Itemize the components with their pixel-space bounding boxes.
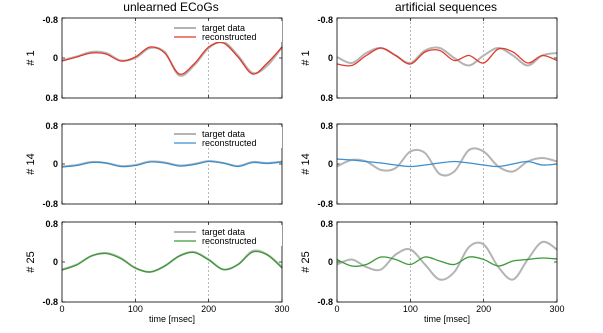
column-title-left: unlearned ECoGs <box>123 0 218 14</box>
x-tick-label: 100 <box>403 304 418 314</box>
y-tick-label: -0.8 <box>42 15 58 25</box>
y-tick-label: 0.8 <box>45 219 58 229</box>
reconstructed-line <box>61 160 283 168</box>
y-tick-label: -0.8 <box>317 297 333 307</box>
column-title-right: artificial sequences <box>395 0 497 14</box>
target-data-line <box>336 240 558 281</box>
legend-label-reconstructed: reconstructed <box>202 32 257 42</box>
legend-label-target: target data <box>202 227 245 237</box>
reconstructed-line <box>336 158 558 168</box>
target-data-line <box>336 46 558 67</box>
row-label: # 1 <box>300 50 312 65</box>
column-title-artificial-sequences: artificial sequences <box>395 0 497 14</box>
y-tick-label: 0 <box>328 159 333 169</box>
y-tick-label: -0.8 <box>317 15 333 25</box>
y-tick-label: 0 <box>53 159 58 169</box>
y-tick-label: -0.8 <box>42 297 58 307</box>
y-tick-label: 0.8 <box>45 121 58 131</box>
reconstructed-line <box>336 47 558 67</box>
x-tick-label: 0 <box>59 304 64 314</box>
plot-frame <box>61 123 283 205</box>
x-tick-label: 300 <box>549 304 564 314</box>
x-tick-label: 100 <box>128 304 143 314</box>
row-label: # 25 <box>300 251 312 272</box>
plot-frame <box>61 221 283 303</box>
x-axis-label: time [msec] <box>149 314 195 324</box>
plot-frame <box>61 17 283 99</box>
x-tick-label: 300 <box>274 304 289 314</box>
legend-label-target: target data <box>202 23 245 33</box>
panel-1-artificial: -0.8 0 0.8 # 1 <box>300 15 558 103</box>
row-label: # 14 <box>25 153 37 174</box>
y-tick-label: 0 <box>328 53 333 63</box>
plot-frame <box>336 123 558 205</box>
plot-frame <box>336 17 558 99</box>
y-tick-label: 0 <box>53 53 58 63</box>
y-tick-label: -0.8 <box>42 199 58 209</box>
legend-label-reconstructed: reconstructed <box>202 236 257 246</box>
y-tick-label: 0 <box>328 257 333 267</box>
row-label: # 1 <box>25 50 37 65</box>
x-tick-label: 0 <box>334 304 339 314</box>
x-tick-label: 200 <box>201 304 216 314</box>
x-tick-label: 200 <box>476 304 491 314</box>
column-title-unlearned-ecogs: unlearned ECoGs <box>123 0 218 14</box>
y-tick-label: 0 <box>53 257 58 267</box>
reconstructed-line <box>61 41 283 75</box>
x-axis-label: time [msec] <box>424 314 470 324</box>
y-tick-label: 0.8 <box>320 219 333 229</box>
legend-box <box>172 225 282 246</box>
panel-2-artificial: 0.8 0 -0.8 # 14 <box>300 121 558 209</box>
legend-label-reconstructed: reconstructed <box>202 138 257 148</box>
legend-box <box>172 21 282 42</box>
row-label: # 14 <box>300 153 312 174</box>
y-tick-label: 0.8 <box>45 93 58 103</box>
reconstructed-line <box>61 250 283 273</box>
legend-box <box>172 127 282 148</box>
target-data-line <box>336 147 558 177</box>
reconstructed-line <box>336 256 558 267</box>
legend-label-target: target data <box>202 129 245 139</box>
y-tick-label: 0.8 <box>320 121 333 131</box>
row-label: # 25 <box>25 251 37 272</box>
plot-frame <box>336 221 558 303</box>
y-tick-label: -0.8 <box>317 199 333 209</box>
y-tick-label: 0.8 <box>320 93 333 103</box>
